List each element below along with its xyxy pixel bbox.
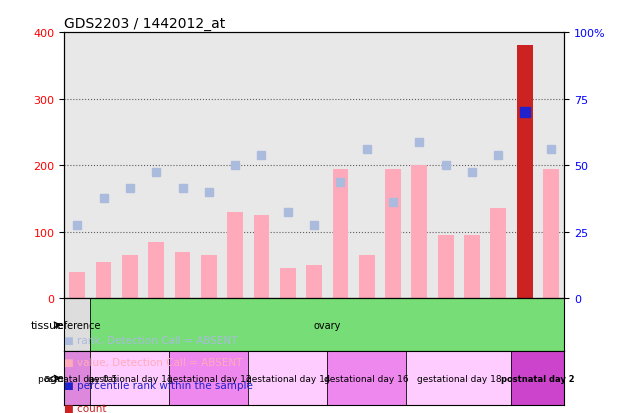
FancyBboxPatch shape <box>328 351 406 405</box>
FancyBboxPatch shape <box>248 351 328 405</box>
Bar <box>464 235 480 299</box>
Bar <box>254 216 269 299</box>
FancyBboxPatch shape <box>90 299 564 351</box>
FancyBboxPatch shape <box>64 351 90 405</box>
Bar <box>174 252 190 299</box>
Text: tissue: tissue <box>31 320 64 330</box>
Text: gestational day 18: gestational day 18 <box>417 374 501 383</box>
Text: ovary: ovary <box>313 320 341 330</box>
Text: gestational day 12: gestational day 12 <box>167 374 251 383</box>
Bar <box>122 255 138 299</box>
Text: gestational day 14: gestational day 14 <box>246 374 330 383</box>
Bar <box>543 169 559 299</box>
Bar <box>69 272 85 299</box>
Bar <box>412 166 428 299</box>
Bar <box>201 255 217 299</box>
Bar <box>306 265 322 299</box>
Bar <box>148 242 164 299</box>
Text: ■ rank, Detection Call = ABSENT: ■ rank, Detection Call = ABSENT <box>64 335 237 345</box>
Bar <box>490 209 506 299</box>
Text: ■ percentile rank within the sample: ■ percentile rank within the sample <box>64 380 253 390</box>
Text: gestational day 16: gestational day 16 <box>324 374 409 383</box>
Bar <box>333 169 348 299</box>
Text: age: age <box>43 373 64 383</box>
Bar <box>517 46 533 299</box>
FancyBboxPatch shape <box>406 351 512 405</box>
Bar <box>438 235 454 299</box>
FancyBboxPatch shape <box>64 299 90 351</box>
Text: gestational day 11: gestational day 11 <box>88 374 172 383</box>
Bar <box>280 269 296 299</box>
Bar <box>96 262 112 299</box>
FancyBboxPatch shape <box>512 351 564 405</box>
Bar <box>359 255 374 299</box>
Text: postnatal day 0.5: postnatal day 0.5 <box>38 374 117 383</box>
FancyBboxPatch shape <box>90 351 169 405</box>
Bar <box>228 212 243 299</box>
Text: postnatal day 2: postnatal day 2 <box>501 374 574 383</box>
FancyBboxPatch shape <box>169 351 248 405</box>
Text: ■ value, Detection Call = ABSENT: ■ value, Detection Call = ABSENT <box>64 358 242 368</box>
Text: GDS2203 / 1442012_at: GDS2203 / 1442012_at <box>64 17 226 31</box>
Text: ■ count: ■ count <box>64 403 106 413</box>
Bar <box>385 169 401 299</box>
Text: reference: reference <box>54 320 101 330</box>
